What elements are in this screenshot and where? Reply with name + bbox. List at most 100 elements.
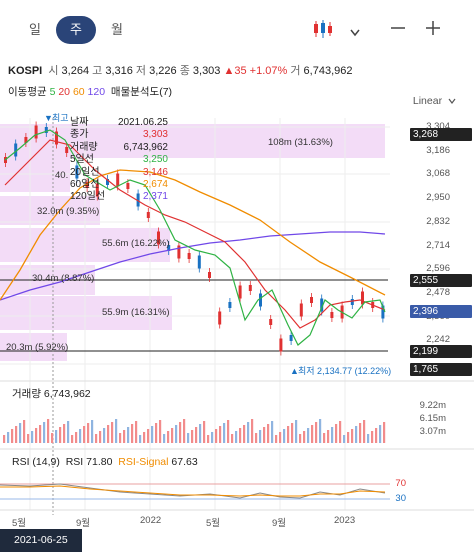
volume-bar [47, 419, 50, 443]
volume-bar [239, 428, 242, 443]
candle-body [248, 285, 252, 291]
candle-body [187, 253, 191, 259]
volume-bar [119, 433, 122, 443]
volume-bar [219, 426, 222, 443]
volume-bar [99, 431, 102, 443]
volume-bar [27, 434, 30, 443]
volume-bar [347, 432, 350, 443]
volume-bar [279, 432, 282, 443]
volume-bar [311, 425, 314, 443]
candle-body [177, 245, 181, 259]
candle-body [208, 272, 211, 278]
reference-price-tag: 2,555 [410, 274, 472, 287]
band-label: 20.3m (5.92%) [6, 342, 69, 353]
x-tick: 2022 [140, 515, 162, 526]
volume-bar [299, 434, 302, 443]
volume-bar [223, 423, 226, 443]
low-label: 저 [135, 65, 147, 77]
candle-body [95, 183, 99, 197]
volume-bar [71, 435, 74, 443]
volume-bar [335, 424, 338, 443]
quote-summary: KOSPI 시 3,264 고 3,316 저 3,226 종 3,303 ▲3… [8, 62, 352, 78]
band-label: 32.0m (9.35%) [37, 206, 100, 217]
scale-mode-selector[interactable]: Linear [413, 95, 456, 107]
volume-bar [95, 434, 98, 443]
candle-body [289, 335, 293, 341]
zoom-in-icon[interactable] [425, 20, 441, 41]
volume-bar [351, 429, 354, 443]
chevron-down-icon[interactable] [350, 24, 360, 42]
volume-bar [147, 429, 150, 443]
volume-bar [135, 421, 138, 443]
volume-bar [83, 426, 86, 443]
low-value: 3,226 [149, 65, 177, 77]
volume-bar [55, 430, 58, 443]
volume-bar [271, 421, 274, 443]
volume-bar [11, 429, 14, 443]
current-price-tag: 3,268 [410, 128, 472, 141]
moving-average-legend[interactable]: 이동평균 5 20 60 120 매물분석도(7) [8, 84, 172, 99]
low-marker: ▲ [290, 366, 299, 376]
tooltip-row: 날짜 2021.06.25 [70, 117, 168, 129]
volume-bar [179, 422, 182, 443]
volume-bar [187, 433, 190, 443]
volume-bar [283, 429, 286, 443]
low-marker-label: 최저 2,134.77 (12.22%) [298, 366, 391, 376]
y-tick: 2,478 [426, 286, 450, 298]
volume-current: 6,743,962 [43, 388, 91, 400]
volume-bar [195, 427, 198, 443]
index-name: KOSPI [8, 65, 43, 77]
tooltip-row: 120일선 2,371 [70, 191, 168, 203]
y-tick: 3,186 [426, 144, 450, 156]
zoom-out-icon[interactable] [390, 20, 406, 41]
rsi-level-low: 30 [395, 493, 406, 504]
rsi-value: 71.80 [86, 456, 113, 468]
candle-body [238, 285, 242, 299]
tab-day[interactable]: 일 [29, 22, 41, 37]
tooltip-row: 20일선 3,146 [70, 167, 168, 179]
band-label: 108m (31.63%) [268, 137, 333, 148]
high-marker: ▼ [44, 113, 53, 123]
volume-bar [243, 425, 246, 443]
volume-bar [255, 433, 258, 443]
volume-bar [251, 419, 254, 443]
volume-bar [247, 422, 250, 443]
volume-bar [183, 419, 186, 443]
volume-bar [127, 427, 130, 443]
tab-week[interactable]: 주 [56, 16, 96, 44]
volume-bar [35, 428, 38, 443]
price-chart[interactable]: ▼ 최고 ▲ 최저 2,134.77 (12.22%) [0, 112, 474, 515]
candle-body [24, 137, 28, 143]
ma60-line [0, 169, 386, 301]
high-marker-label: 최고 [52, 113, 69, 123]
candle-chart-icon[interactable] [312, 18, 334, 45]
candle-body [218, 311, 222, 325]
candle-body [75, 165, 79, 179]
volume-tick: 3.07m [419, 426, 446, 437]
tooltip-value: 3,250 [142, 154, 168, 166]
ma-label: 이동평균 [8, 86, 47, 98]
volume-bar [143, 432, 146, 443]
volume-bar [331, 427, 334, 443]
change-percent: +1.07% [249, 65, 288, 77]
candle-body [106, 179, 109, 185]
tooltip-row: 60일선 2,674 [70, 179, 168, 191]
tooltip-value: 3,303 [142, 129, 168, 141]
volume-panel-label: 거래량 6,743,962 [12, 386, 91, 401]
volume-bar [275, 435, 278, 443]
high-label: 고 [92, 65, 103, 77]
volume-bar [115, 419, 118, 443]
tooltip-key: 5일선 [70, 154, 94, 166]
volume-bar [319, 419, 322, 443]
candle-body [14, 143, 18, 157]
tab-month[interactable]: 월 [111, 22, 123, 37]
volume-bar [191, 430, 194, 443]
chevron-down-icon [448, 98, 456, 105]
volume-bar [307, 428, 310, 443]
volume-bar [303, 431, 306, 443]
y-tick: 2,714 [426, 239, 450, 251]
candle-body [299, 303, 303, 317]
volume-bar [235, 431, 238, 443]
ma120-line [0, 231, 386, 301]
volume-bar [231, 434, 234, 443]
